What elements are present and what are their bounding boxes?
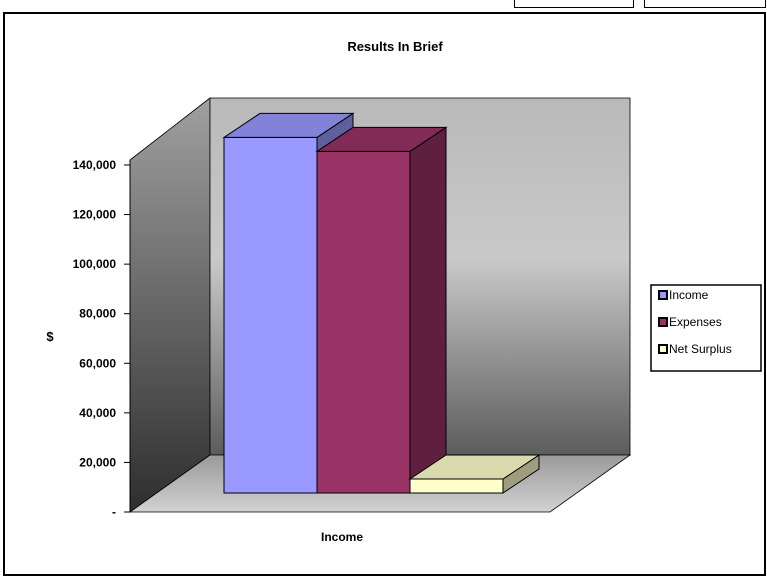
legend: Income Expenses Net Surplus bbox=[650, 284, 762, 372]
y-tick-label-0: - bbox=[112, 505, 116, 519]
y-tick-label-4: 80,000 bbox=[79, 307, 116, 321]
y-tick-label-1: 20,000 bbox=[79, 455, 116, 469]
bar-expenses bbox=[315, 126, 448, 494]
bar-front-1 bbox=[316, 150, 411, 494]
y-tick-label-7: 140,000 bbox=[73, 158, 117, 172]
legend-label-1: Expenses bbox=[669, 315, 722, 329]
bar-net-surplus bbox=[408, 454, 541, 494]
y-axis-label: $ bbox=[46, 329, 54, 344]
tab-stub-right bbox=[644, 0, 766, 8]
chart-title: Results In Brief bbox=[347, 39, 443, 54]
bars-group bbox=[222, 112, 541, 494]
x-axis-labels: Income bbox=[321, 530, 363, 544]
y-tick-label-3: 60,000 bbox=[79, 356, 116, 370]
legend-swatch-2 bbox=[658, 344, 668, 354]
y-axis: - 20,000 40,000 60,000 80,000 100,000 120,000 1… bbox=[73, 158, 131, 519]
y-tick-label-2: 40,000 bbox=[79, 406, 116, 420]
y-tick-label-6: 120,000 bbox=[73, 208, 117, 222]
bar-top-1 bbox=[315, 126, 448, 152]
legend-swatch-1 bbox=[658, 317, 668, 327]
legend-label-0: Income bbox=[669, 288, 709, 302]
x-tick-label-0: Income bbox=[321, 530, 363, 544]
legend-swatch-0 bbox=[658, 290, 668, 300]
tab-stub-left bbox=[514, 0, 634, 8]
bar-side-1 bbox=[409, 126, 447, 494]
bar-top-0 bbox=[222, 112, 355, 138]
bar-top-2 bbox=[408, 454, 541, 480]
legend-label-2: Net Surplus bbox=[669, 342, 732, 356]
bar-front-0 bbox=[223, 136, 318, 494]
side-wall bbox=[129, 97, 211, 513]
bar-front-2 bbox=[409, 478, 504, 494]
legend-box bbox=[650, 284, 762, 372]
y-tick-label-5: 100,000 bbox=[73, 257, 117, 271]
